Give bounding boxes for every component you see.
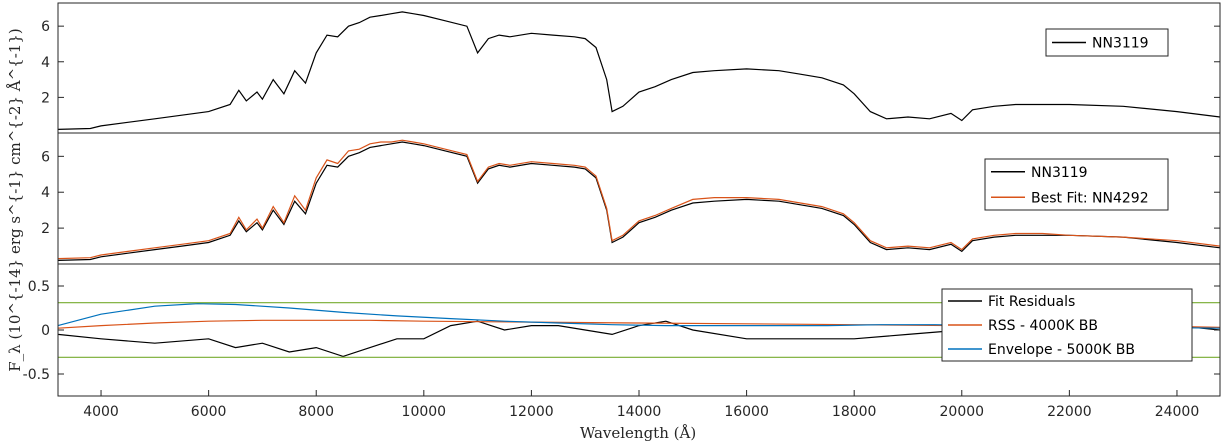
series-line-middle-0 — [57, 141, 1221, 261]
legend-label: Fit Residuals — [988, 294, 1075, 310]
legend-box — [941, 288, 1193, 362]
y-tick-label: -0.5 — [23, 367, 50, 383]
y-tick-label: 0.5 — [28, 279, 50, 295]
series-line-top-0 — [57, 11, 1221, 130]
legend-box — [1045, 28, 1169, 57]
x-tick-label: 10000 — [402, 404, 447, 420]
y-axis-label: F_λ (10^{-14} erg s^{-1} cm^{-2} Å^{-1}) — [6, 28, 24, 371]
series-line-middle-1 — [57, 139, 1221, 260]
legend-label: Best Fit: NN4292 — [1031, 190, 1149, 206]
x-axis-label: Wavelength (Å) — [580, 424, 696, 442]
y-tick-label: 4 — [41, 185, 50, 201]
y-tick-label: 0 — [41, 323, 50, 339]
x-tick-label: 12000 — [509, 404, 554, 420]
y-tick-label: 6 — [41, 149, 50, 165]
legend-label: NN3119 — [1092, 36, 1149, 52]
legend-label: RSS - 4000K BB — [988, 318, 1098, 334]
x-tick-label: 20000 — [940, 404, 985, 420]
legend-label: NN3119 — [1031, 165, 1088, 181]
x-tick-label: 8000 — [298, 404, 334, 420]
x-tick-label: 4000 — [83, 404, 119, 420]
y-tick-label: 2 — [41, 221, 50, 237]
legend-box — [984, 158, 1169, 211]
legend-top: NN3119 — [1045, 28, 1169, 57]
panel-bottom: -0.5 0 0.5 4000 6000 8000 10000 12000 14000 16000… — [23, 263, 1221, 420]
x-tick-label: 24000 — [1155, 404, 1200, 420]
panel-top: 2 4 6 NN3119 — [41, 2, 1221, 134]
y-tick-label: 4 — [41, 55, 50, 71]
panel-middle: 2 4 6 NN3119 Best Fit: NN4292 — [41, 132, 1221, 265]
legend-middle: NN3119 Best Fit: NN4292 — [984, 158, 1169, 211]
x-tick-label: 6000 — [191, 404, 227, 420]
legend-bottom: Fit Residuals RSS - 4000K BB Envelope - 50… — [941, 288, 1193, 362]
legend-label: Envelope - 5000K BB — [988, 342, 1135, 358]
x-tick-label: 14000 — [617, 404, 662, 420]
x-tick-label: 18000 — [832, 404, 877, 420]
x-tick-label: 22000 — [1047, 404, 1092, 420]
y-tick-label: 6 — [41, 19, 50, 35]
x-tick-label: 16000 — [724, 404, 769, 420]
axes-frame-top — [57, 2, 1221, 134]
y-tick-label: 2 — [41, 90, 50, 106]
